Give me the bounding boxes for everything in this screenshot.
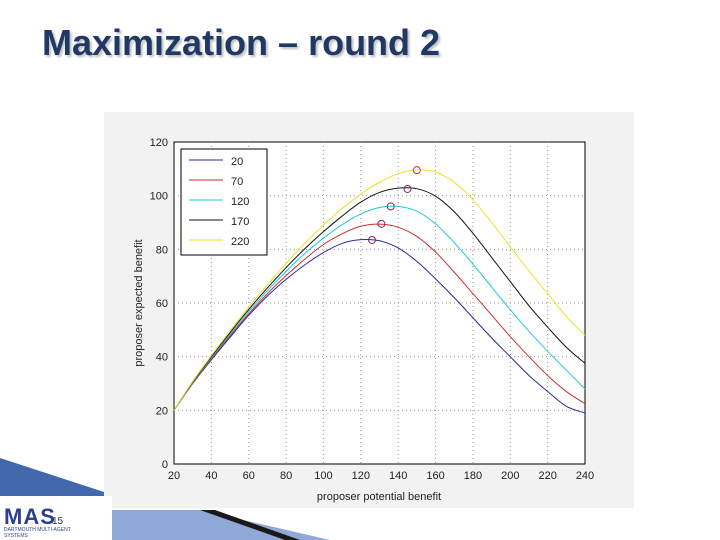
legend-label-170: 170: [231, 216, 249, 228]
x-tick-label: 20: [168, 470, 180, 482]
y-tick-labels: 0 20 40 60 80 100 120: [150, 137, 168, 471]
chart-panel: 20 40 60 80 100 120 140 160 180 200 220 240 0 20 40 60…: [104, 112, 634, 508]
x-tick-label: 140: [389, 470, 407, 482]
legend-label-120: 120: [231, 196, 249, 208]
max-marker-220: [412, 166, 421, 175]
legend-label-70: 70: [231, 176, 243, 188]
y-tick-label: 60: [156, 298, 168, 310]
x-tick-label: 180: [464, 470, 482, 482]
max-marker-170: [403, 184, 412, 193]
series-line-120: [173, 205, 586, 411]
x-axis-label: proposer potential benefit: [317, 491, 441, 503]
y-tick-label: 20: [156, 405, 168, 417]
logo-subtitle: DARTMOUTH MULTI-AGENT SYSTEMS: [4, 527, 71, 539]
series-layer: [173, 169, 586, 414]
max-markers: [368, 166, 421, 244]
y-axis-label: proposer expected benefit: [133, 239, 145, 366]
x-tick-label: 80: [280, 470, 292, 482]
x-tick-label: 160: [426, 470, 444, 482]
line-chart: 20 40 60 80 100 120 140 160 180 200 220 240 0204060…: [133, 137, 594, 503]
legend-label-20: 20: [231, 156, 243, 168]
legend-box: [180, 148, 268, 256]
x-tick-labels: 20 40 60 80 100 120 140 160 180 200 220 240: [168, 470, 594, 482]
x-tick-label: 120: [352, 470, 370, 482]
max-marker-70: [377, 219, 386, 228]
x-tick-label: 240: [576, 470, 594, 482]
max-marker-20: [368, 235, 377, 244]
series-line-170: [173, 187, 586, 411]
y-tick-label: 40: [156, 352, 168, 364]
series-line-70: [173, 223, 586, 411]
y-tick-label: 0: [162, 459, 168, 471]
max-marker-120: [386, 202, 395, 211]
x-tick-label: 60: [243, 470, 255, 482]
logo-mark: MAS: [4, 504, 56, 529]
x-tick-label: 100: [314, 470, 332, 482]
y-tick-label: 80: [156, 244, 168, 256]
legend-label-220: 220: [231, 236, 249, 248]
page-number: 15: [52, 516, 64, 527]
legend: 20 70 120 170 220: [180, 148, 268, 256]
slide-title: Maximization – round 2: [42, 22, 441, 63]
series-line-20: [173, 238, 586, 414]
x-tick-label: 220: [538, 470, 556, 482]
x-tick-label: 40: [205, 470, 217, 482]
footer-logo: MAS DARTMOUTH MULTI-AGENT SYSTEMS: [0, 496, 112, 540]
y-tick-label: 100: [150, 191, 168, 203]
series-line-220: [173, 169, 586, 411]
x-tick-label: 200: [501, 470, 519, 482]
y-tick-label: 120: [150, 137, 168, 149]
